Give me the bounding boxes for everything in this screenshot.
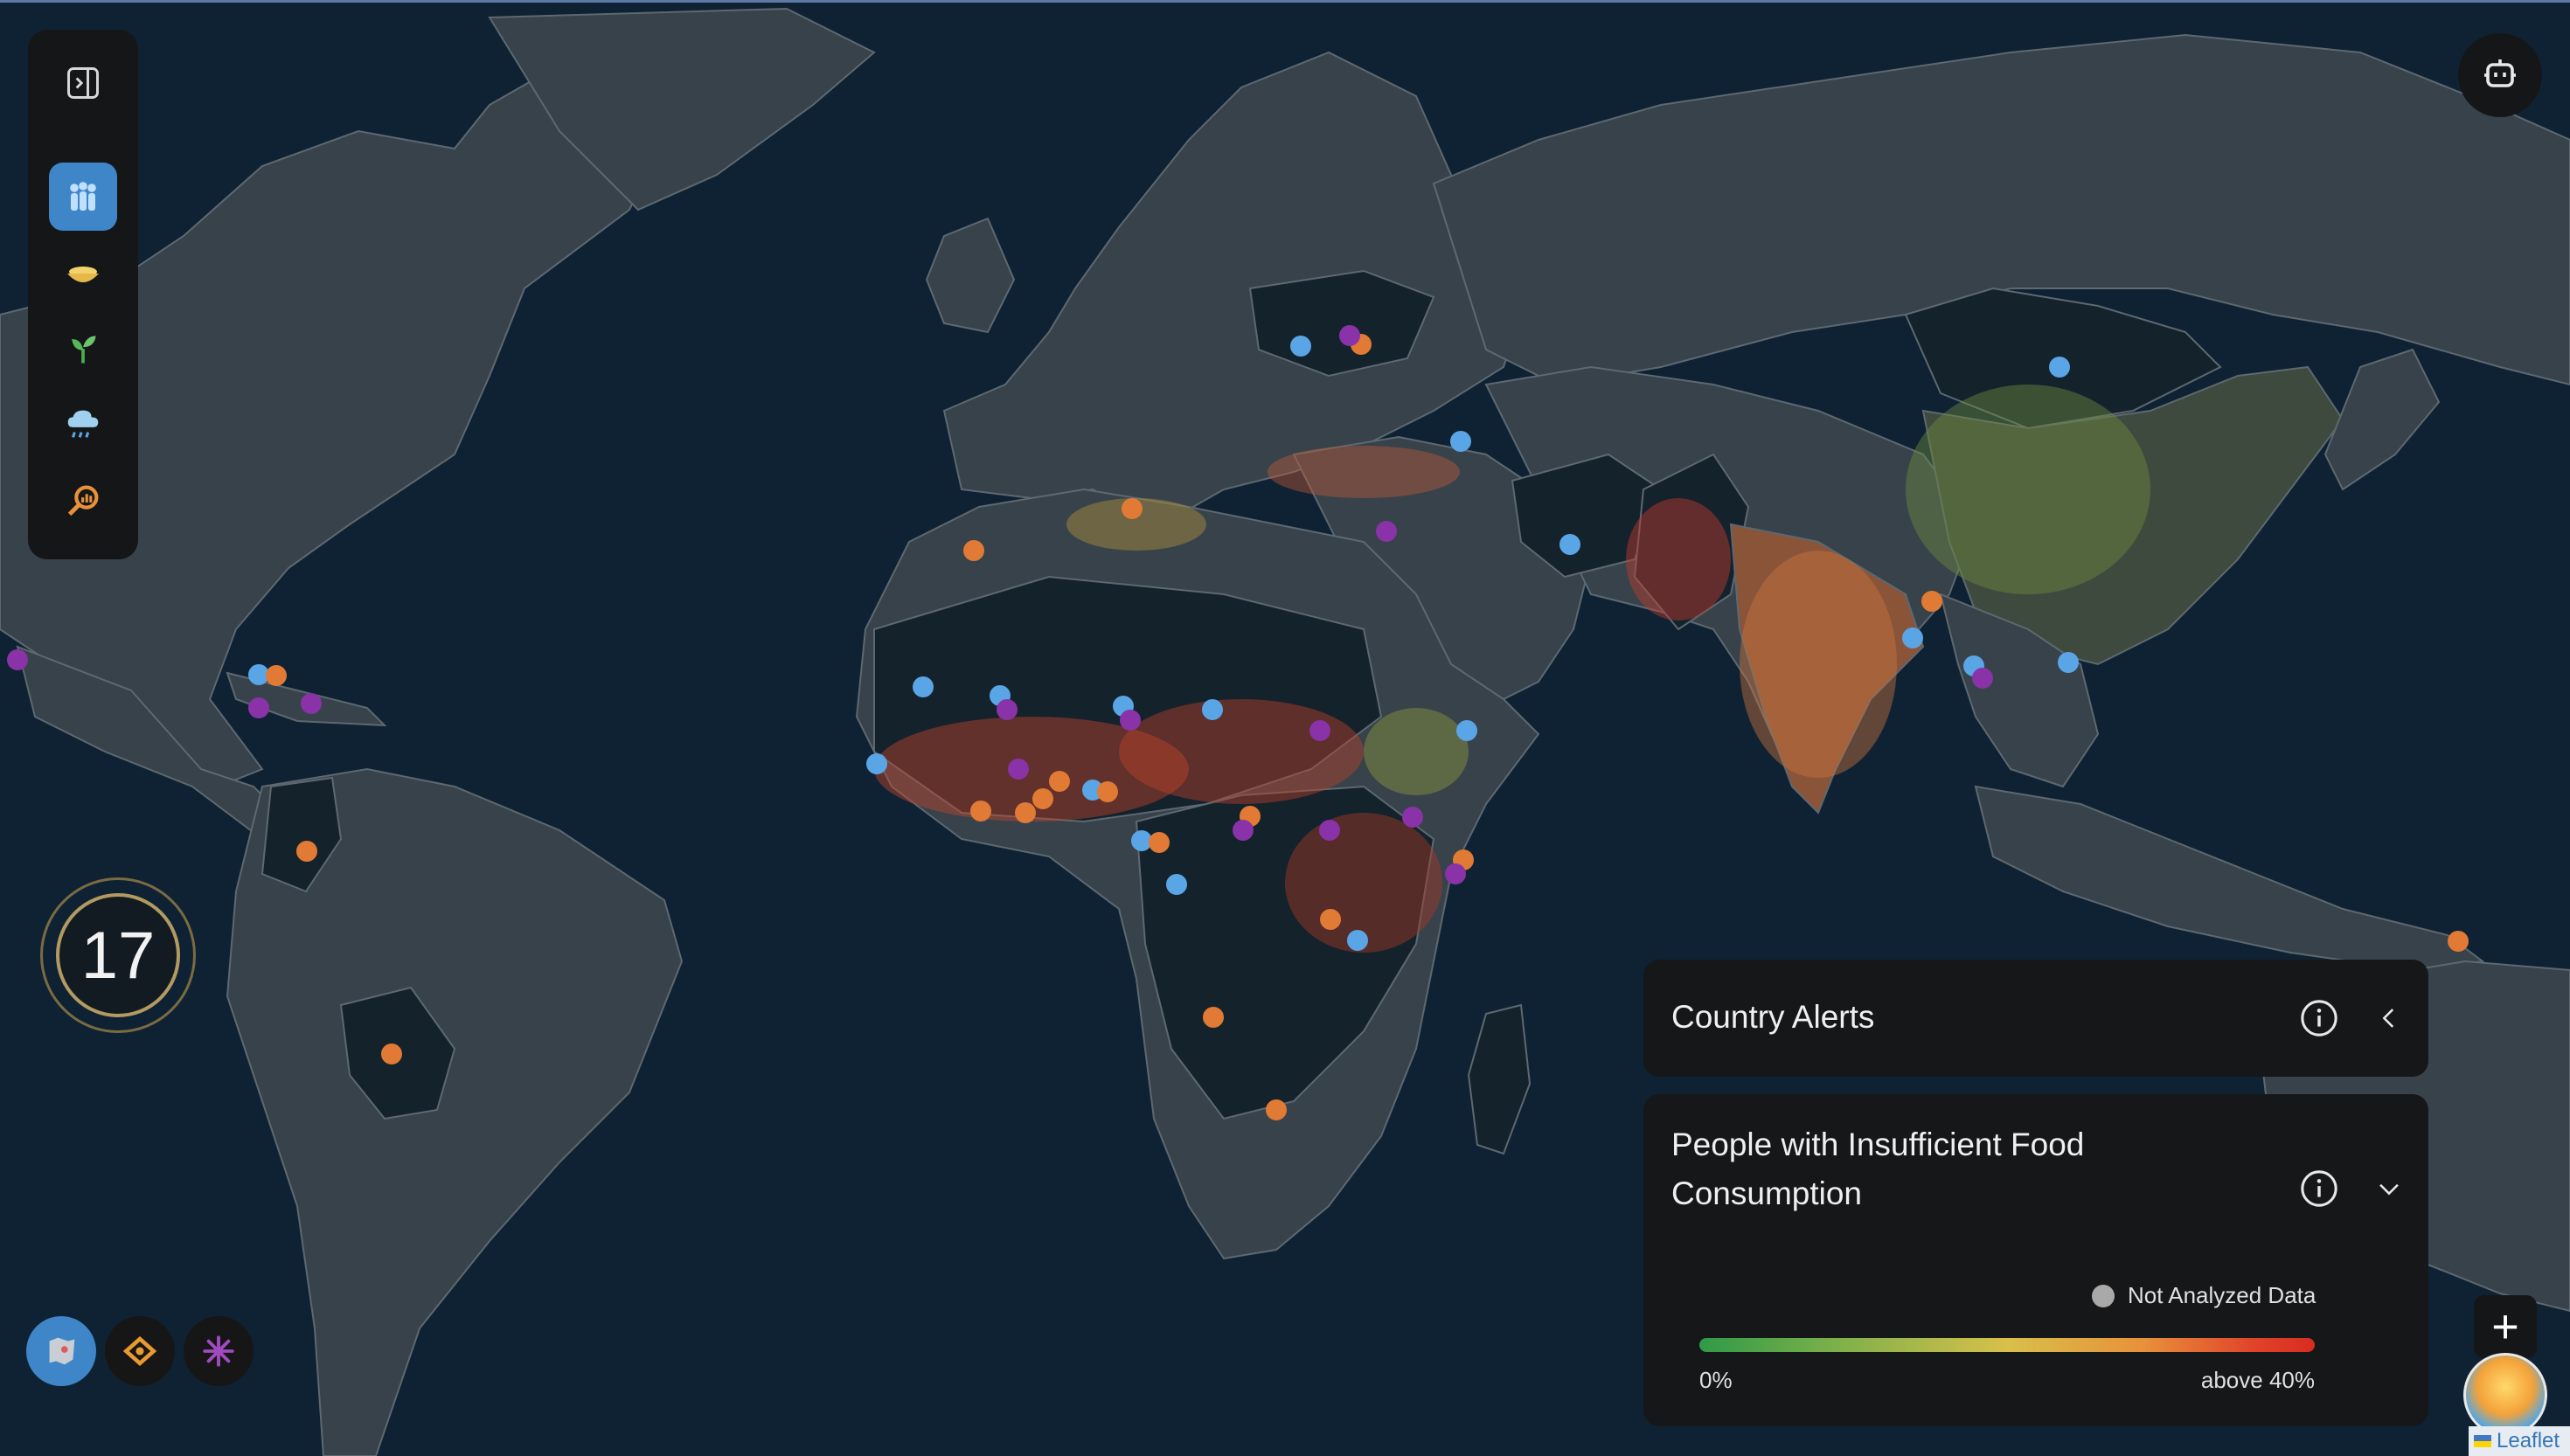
indonesia — [1974, 785, 2485, 972]
top-accent-line — [0, 0, 2570, 3]
rain-cloud-icon — [67, 410, 99, 438]
ukraine-flag-icon — [2474, 1435, 2491, 1447]
counter-ring — [40, 877, 196, 1033]
leaflet-attribution[interactable]: Leaflet — [2469, 1426, 2570, 1456]
analysis-magnifier-icon — [67, 485, 99, 517]
burst-layer-button[interactable] — [184, 1316, 254, 1386]
madagascar — [1467, 1003, 1532, 1155]
leaflet-attribution-text: Leaflet — [2497, 1429, 2560, 1453]
info-icon[interactable] — [2299, 1168, 2339, 1209]
left-toolbar — [28, 30, 138, 559]
chevron-down-icon[interactable] — [2374, 1174, 2404, 1203]
south-america — [226, 767, 684, 1456]
greenland — [488, 7, 876, 211]
food-bowl-icon — [67, 267, 99, 282]
russia — [1432, 33, 2570, 386]
insufficient-food-title-line2: Consumption — [1671, 1175, 1863, 1211]
sprout-icon — [72, 336, 96, 364]
burst-icon — [203, 1335, 234, 1367]
country-alerts-title: Country Alerts — [1671, 999, 1875, 1035]
map-layer-button[interactable] — [26, 1316, 96, 1386]
pakistan — [1633, 453, 1750, 631]
analysis-layer-button[interactable] — [49, 467, 117, 535]
legend-max-label: above 40% — [2200, 1367, 2315, 1393]
not-analyzed-swatch — [2092, 1285, 2115, 1307]
japan — [2323, 348, 2441, 491]
hazard-icon — [122, 1335, 157, 1367]
climate-layer-button[interactable] — [49, 390, 117, 458]
legend-min-label: 0% — [1699, 1367, 1733, 1393]
people-layer-button[interactable] — [49, 163, 117, 231]
afghanistan — [1511, 453, 1663, 579]
insufficient-food-title-line1: People with Insufficient Food — [1671, 1127, 2085, 1162]
food-layer-button[interactable] — [49, 239, 117, 308]
info-icon[interactable] — [2299, 998, 2339, 1038]
legend-gradient-bar — [1699, 1338, 2315, 1352]
alert-counter[interactable]: 17 — [56, 893, 180, 1017]
chevron-left-icon[interactable] — [2374, 1003, 2404, 1033]
india — [1729, 523, 1925, 815]
hungermap-logo[interactable] — [2463, 1353, 2547, 1437]
robot-icon — [2484, 59, 2516, 87]
not-analyzed-label: Not Analyzed Data — [2128, 1282, 2316, 1308]
southeast-asia — [1939, 593, 2100, 788]
colombia — [260, 776, 343, 893]
central-east-africa — [1135, 785, 1435, 1120]
agriculture-layer-button[interactable] — [49, 315, 117, 383]
uk — [925, 217, 1016, 334]
hazard-layer-button[interactable] — [105, 1316, 175, 1386]
map-layer-icon — [49, 1337, 75, 1365]
country-alerts-panel: Country Alerts — [1643, 960, 2428, 1077]
insufficient-food-panel: People with Insufficient Food Consumptio… — [1643, 1094, 2428, 1426]
people-icon — [70, 182, 96, 211]
sidebar-toggle-button[interactable] — [49, 49, 117, 117]
sidebar-toggle-icon — [67, 67, 99, 99]
zoom-in-button[interactable]: + — [2474, 1295, 2537, 1358]
assistant-button[interactable] — [2458, 33, 2542, 117]
